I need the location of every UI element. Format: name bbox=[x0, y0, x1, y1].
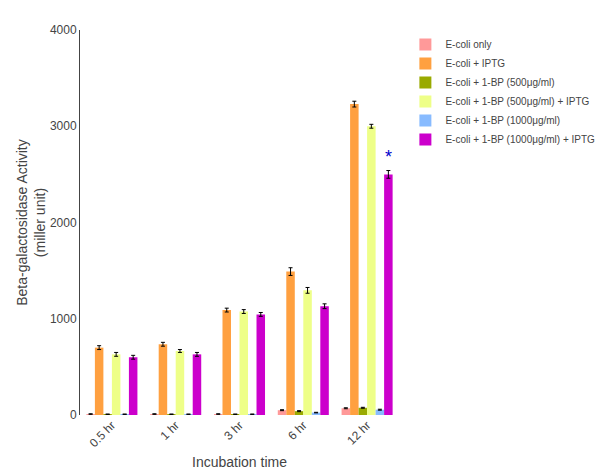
svg-text:2000: 2000 bbox=[50, 216, 77, 230]
svg-text:12 hr: 12 hr bbox=[344, 418, 373, 447]
svg-text:E-coli only: E-coli only bbox=[445, 39, 491, 50]
svg-text:6 hr: 6 hr bbox=[285, 418, 310, 443]
svg-text:0.5 hr: 0.5 hr bbox=[87, 418, 119, 450]
svg-text:E-coli + IPTG: E-coli + IPTG bbox=[445, 58, 505, 69]
svg-text:1000: 1000 bbox=[50, 312, 77, 326]
svg-text:3000: 3000 bbox=[50, 119, 77, 133]
svg-text:E-coli + 1-BP (1000μg/ml) + IP: E-coli + 1-BP (1000μg/ml) + IPTG bbox=[445, 134, 595, 145]
svg-text:3 hr: 3 hr bbox=[221, 418, 246, 443]
svg-text:*: * bbox=[385, 147, 392, 167]
svg-text:Beta-galactosidase Activity(mi: Beta-galactosidase Activity(miller unit) bbox=[14, 139, 48, 306]
svg-text:0: 0 bbox=[70, 408, 77, 422]
svg-text:E-coli + 1-BP (500μg/ml) + IPT: E-coli + 1-BP (500μg/ml) + IPTG bbox=[445, 96, 589, 107]
svg-text:E-coli + 1-BP (1000μg/ml): E-coli + 1-BP (1000μg/ml) bbox=[445, 115, 560, 126]
svg-text:1 hr: 1 hr bbox=[158, 418, 183, 443]
svg-text:4000: 4000 bbox=[50, 23, 77, 37]
svg-text:E-coli + 1-BP (500μg/ml): E-coli + 1-BP (500μg/ml) bbox=[445, 77, 554, 88]
svg-text:Incubation time: Incubation time bbox=[192, 454, 287, 470]
